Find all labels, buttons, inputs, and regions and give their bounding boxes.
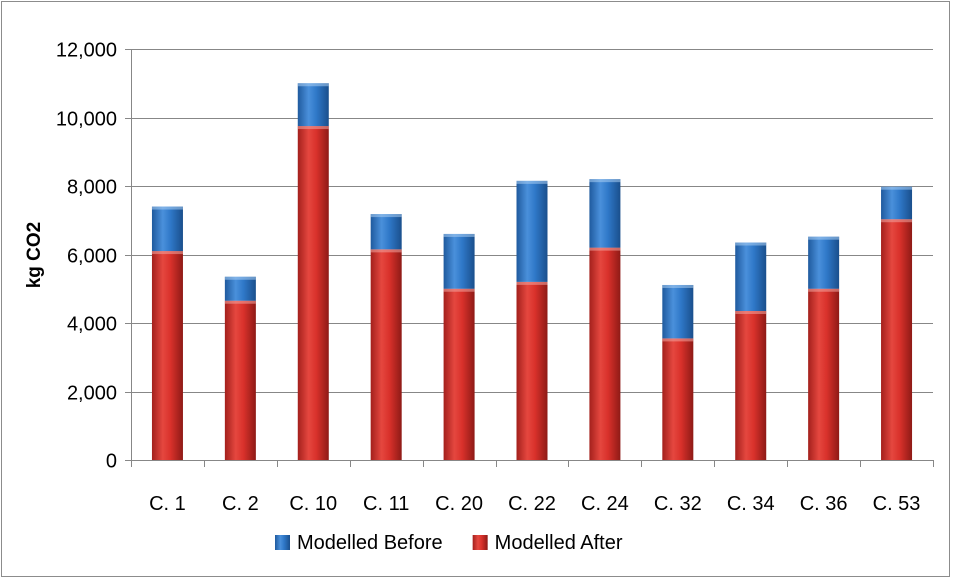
bar-modelled-after	[151, 251, 183, 460]
bar-modelled-before-fill	[662, 284, 694, 339]
bar-modelled-after	[881, 219, 913, 460]
bar-modelled-before	[735, 242, 767, 312]
bar-modelled-after-fill	[224, 300, 256, 460]
bar-modelled-after-bevel	[808, 288, 840, 292]
x-tick-label: C. 1	[149, 493, 186, 515]
bar-modelled-before	[151, 206, 183, 252]
bar-modelled-after-bevel	[370, 249, 402, 253]
bar-modelled-after-bevel	[589, 247, 621, 251]
legend-item: Modelled Before	[275, 532, 443, 554]
bar-modelled-after-bevel	[881, 219, 913, 223]
bar-modelled-after-bevel	[735, 311, 767, 315]
bar-modelled-before-fill	[224, 276, 256, 301]
bar-modelled-after	[224, 300, 256, 460]
bar-modelled-before-bevel	[589, 179, 621, 183]
y-tick-label: 12,000	[56, 40, 117, 62]
bar-modelled-after-fill	[881, 219, 913, 460]
x-tick-label: C. 32	[654, 493, 702, 515]
bar-modelled-after-fill	[297, 126, 329, 460]
bar-modelled-before-fill	[589, 179, 621, 248]
bar-modelled-before-fill	[516, 180, 548, 282]
bar-modelled-before	[370, 214, 402, 250]
bar-modelled-before-fill	[370, 214, 402, 250]
bar-modelled-after	[297, 126, 329, 460]
bar-modelled-before	[881, 186, 913, 220]
bar-modelled-after-fill	[370, 249, 402, 460]
bar-modelled-after-fill	[443, 288, 475, 460]
x-tick-label: C. 53	[873, 493, 921, 515]
bar-modelled-before-bevel	[224, 276, 256, 280]
bar-modelled-after	[370, 249, 402, 460]
y-tick-label: 2,000	[67, 383, 117, 405]
bar-modelled-before	[589, 179, 621, 248]
legend: Modelled Before Modelled After	[275, 532, 623, 554]
bar-modelled-before-bevel	[297, 83, 329, 87]
legend-label: Modelled Before	[297, 532, 443, 554]
bar-modelled-before-bevel	[443, 233, 475, 237]
bar-modelled-after-fill	[808, 288, 840, 460]
x-tick-label: C. 2	[222, 493, 259, 515]
bar-modelled-before	[297, 83, 329, 127]
gridlines	[131, 49, 933, 393]
bar-modelled-before	[224, 276, 256, 301]
bar-modelled-before	[662, 284, 694, 339]
legend-swatch	[275, 535, 290, 550]
bar-modelled-after-bevel	[224, 300, 256, 304]
bar-modelled-after-bevel	[662, 338, 694, 342]
bar-modelled-after-fill	[589, 247, 621, 460]
y-tick-label: 8,000	[67, 177, 117, 199]
bar-modelled-before	[808, 236, 840, 289]
x-tick-label: C. 36	[800, 493, 848, 515]
legend-label: Modelled After	[495, 532, 623, 554]
bar-modelled-after-bevel	[151, 251, 183, 255]
bar-modelled-before-fill	[735, 242, 767, 312]
x-tick-label: C. 24	[581, 493, 629, 515]
bar-modelled-before	[443, 233, 475, 289]
y-tick-label: 0	[106, 451, 117, 473]
bar-modelled-after-fill	[151, 251, 183, 460]
bar-modelled-before-bevel	[370, 214, 402, 218]
bar-modelled-after	[808, 288, 840, 460]
bar-modelled-after	[735, 311, 767, 460]
x-tick-label: C. 20	[435, 493, 483, 515]
y-tick-label: 4,000	[67, 314, 117, 336]
bars	[151, 83, 913, 460]
bar-modelled-after	[589, 247, 621, 460]
bar-modelled-before	[516, 180, 548, 282]
bar-modelled-after-bevel	[297, 126, 329, 130]
y-tick-label: 6,000	[67, 246, 117, 268]
bar-modelled-before-bevel	[151, 206, 183, 210]
bar-modelled-after-bevel	[443, 288, 475, 292]
axes: 0 2,000 4,000 6,000 8,000 10,000 12,000 C. 1 C. …	[56, 40, 934, 515]
legend-swatch	[472, 535, 488, 550]
legend-item: Modelled After	[472, 532, 623, 554]
bar-modelled-before-bevel	[516, 180, 548, 184]
x-tick-label: C. 11	[363, 493, 409, 515]
x-tick-label: C. 22	[508, 493, 556, 515]
bar-modelled-after	[662, 338, 694, 460]
bar-modelled-before-fill	[881, 186, 913, 220]
bar-modelled-after	[516, 281, 548, 460]
bar-modelled-after-fill	[662, 338, 694, 460]
bar-modelled-after-fill	[516, 281, 548, 460]
x-tick-label: C. 34	[727, 493, 775, 515]
y-axis-title: kg CO2	[24, 222, 45, 289]
bar-modelled-before-fill	[443, 233, 475, 289]
bar-modelled-before-bevel	[808, 236, 840, 240]
bar-modelled-after-bevel	[516, 281, 548, 285]
bar-modelled-before-fill	[808, 236, 840, 289]
y-tick-label: 10,000	[56, 109, 117, 131]
x-tick-label: C. 10	[289, 493, 337, 515]
bar-modelled-before-fill	[151, 206, 183, 252]
bar-modelled-before-bevel	[881, 186, 913, 190]
bar-modelled-before-bevel	[662, 284, 694, 288]
bar-modelled-after	[443, 288, 475, 460]
bar-modelled-before-fill	[297, 83, 329, 127]
bar-modelled-before-bevel	[735, 242, 767, 246]
bar-modelled-after-fill	[735, 311, 767, 460]
